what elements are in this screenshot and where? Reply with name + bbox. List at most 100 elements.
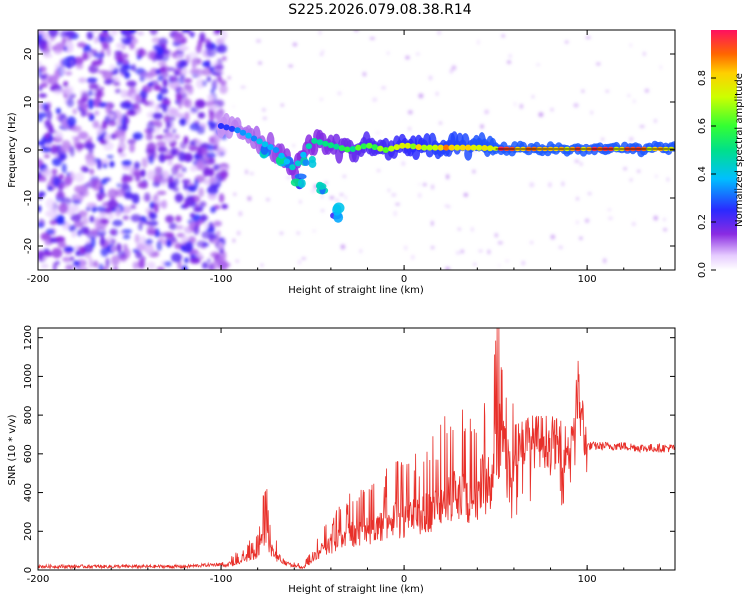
noise-blob [98, 263, 104, 270]
noise-blob [168, 222, 178, 230]
noise-blob [184, 98, 192, 109]
noise-blob [219, 84, 228, 94]
noise-blob [122, 234, 131, 240]
ridge-core [421, 144, 428, 151]
noise-blob [210, 104, 218, 111]
snr-frame [37, 327, 676, 571]
noise-blob [631, 222, 636, 226]
noise-blob [84, 251, 91, 259]
ridge-core [283, 158, 291, 165]
noise-blob [174, 193, 184, 203]
noise-blob [207, 258, 211, 263]
y-tick-label: -10 [23, 190, 34, 206]
noise-blob [195, 139, 202, 146]
ridge-core [443, 144, 450, 151]
noise-blob [163, 137, 175, 143]
noise-blob [78, 103, 89, 109]
ridge-core [355, 144, 362, 151]
noise-blob [213, 164, 221, 171]
branch-blob [260, 144, 269, 155]
noise-blob [122, 174, 134, 183]
chart-title: S225.2026.079.08.38.R14 [288, 2, 471, 18]
noise-blob [159, 66, 167, 73]
noise-blob [114, 129, 121, 139]
noise-blob [451, 65, 457, 71]
ridge-core [234, 127, 241, 134]
noise-blob [95, 88, 102, 99]
spectrogram-y-label: Frequency (Hz) [7, 112, 18, 188]
noise-blob [213, 78, 218, 88]
noise-blob [73, 220, 84, 228]
noise-blob [38, 61, 42, 66]
noise-blob [65, 71, 73, 76]
noise-blob [64, 175, 73, 186]
noise-blob [96, 128, 102, 137]
noise-blob [146, 121, 155, 133]
noise-blob [73, 136, 80, 148]
noise-blob [183, 135, 189, 145]
ridge-core [492, 146, 499, 151]
noise-blob [187, 185, 197, 193]
noise-blob [116, 183, 122, 188]
noise-blob [106, 47, 111, 57]
noise-blob [146, 142, 157, 153]
noise-blob [91, 178, 100, 184]
noise-blob [607, 208, 612, 212]
noise-blob [472, 169, 476, 174]
spectrogram-ridge [217, 113, 675, 223]
noise-blob [221, 56, 227, 61]
noise-blob [114, 66, 119, 73]
noise-blob [521, 260, 526, 266]
noise-blob [280, 103, 284, 107]
noise-blob [177, 259, 182, 270]
noise-blob [149, 99, 156, 109]
ridge-core [371, 144, 378, 151]
noise-blob [55, 131, 63, 140]
noise-blob [88, 83, 100, 90]
noise-blob [183, 181, 188, 191]
noise-blob [157, 93, 163, 102]
noise-blob [531, 95, 535, 99]
noise-blob [430, 246, 435, 250]
ridge-core [410, 143, 417, 150]
noise-blob [189, 258, 201, 264]
noise-blob [121, 229, 133, 234]
noise-blob [50, 146, 60, 155]
ridge-core [327, 142, 335, 149]
noise-blob [157, 146, 168, 153]
ridge-core [399, 142, 406, 149]
noise-blob [80, 110, 87, 117]
noise-blob [629, 43, 632, 48]
noise-blob [68, 224, 76, 232]
noise-blob [587, 192, 592, 195]
noise-blob [422, 183, 427, 186]
noise-blob [457, 227, 461, 231]
noise-blob [173, 164, 184, 169]
branch-blob [308, 159, 317, 168]
noise-blob [247, 196, 252, 201]
ridge-core [344, 146, 351, 153]
noise-blob [197, 38, 203, 49]
noise-blob [245, 169, 248, 175]
noise-blob [68, 41, 74, 50]
noise-blob [320, 53, 324, 56]
noise-blob [576, 197, 579, 201]
noise-blob [133, 161, 141, 170]
noise-blob [48, 30, 59, 38]
noise-blob [428, 75, 433, 81]
noise-blob [71, 231, 77, 238]
noise-blob [94, 52, 105, 59]
noise-blob [136, 243, 147, 251]
noise-blob [75, 250, 80, 257]
x-tick-label: 0 [401, 574, 407, 585]
noise-blob [153, 202, 159, 214]
noise-blob [39, 177, 47, 182]
noise-blob [47, 186, 53, 191]
noise-blob [158, 37, 168, 47]
noise-blob [637, 170, 641, 173]
noise-blob [630, 178, 633, 182]
noise-blob [130, 204, 137, 210]
branch-blob [333, 202, 345, 214]
noise-blob [144, 238, 153, 245]
noise-blob [183, 78, 193, 83]
